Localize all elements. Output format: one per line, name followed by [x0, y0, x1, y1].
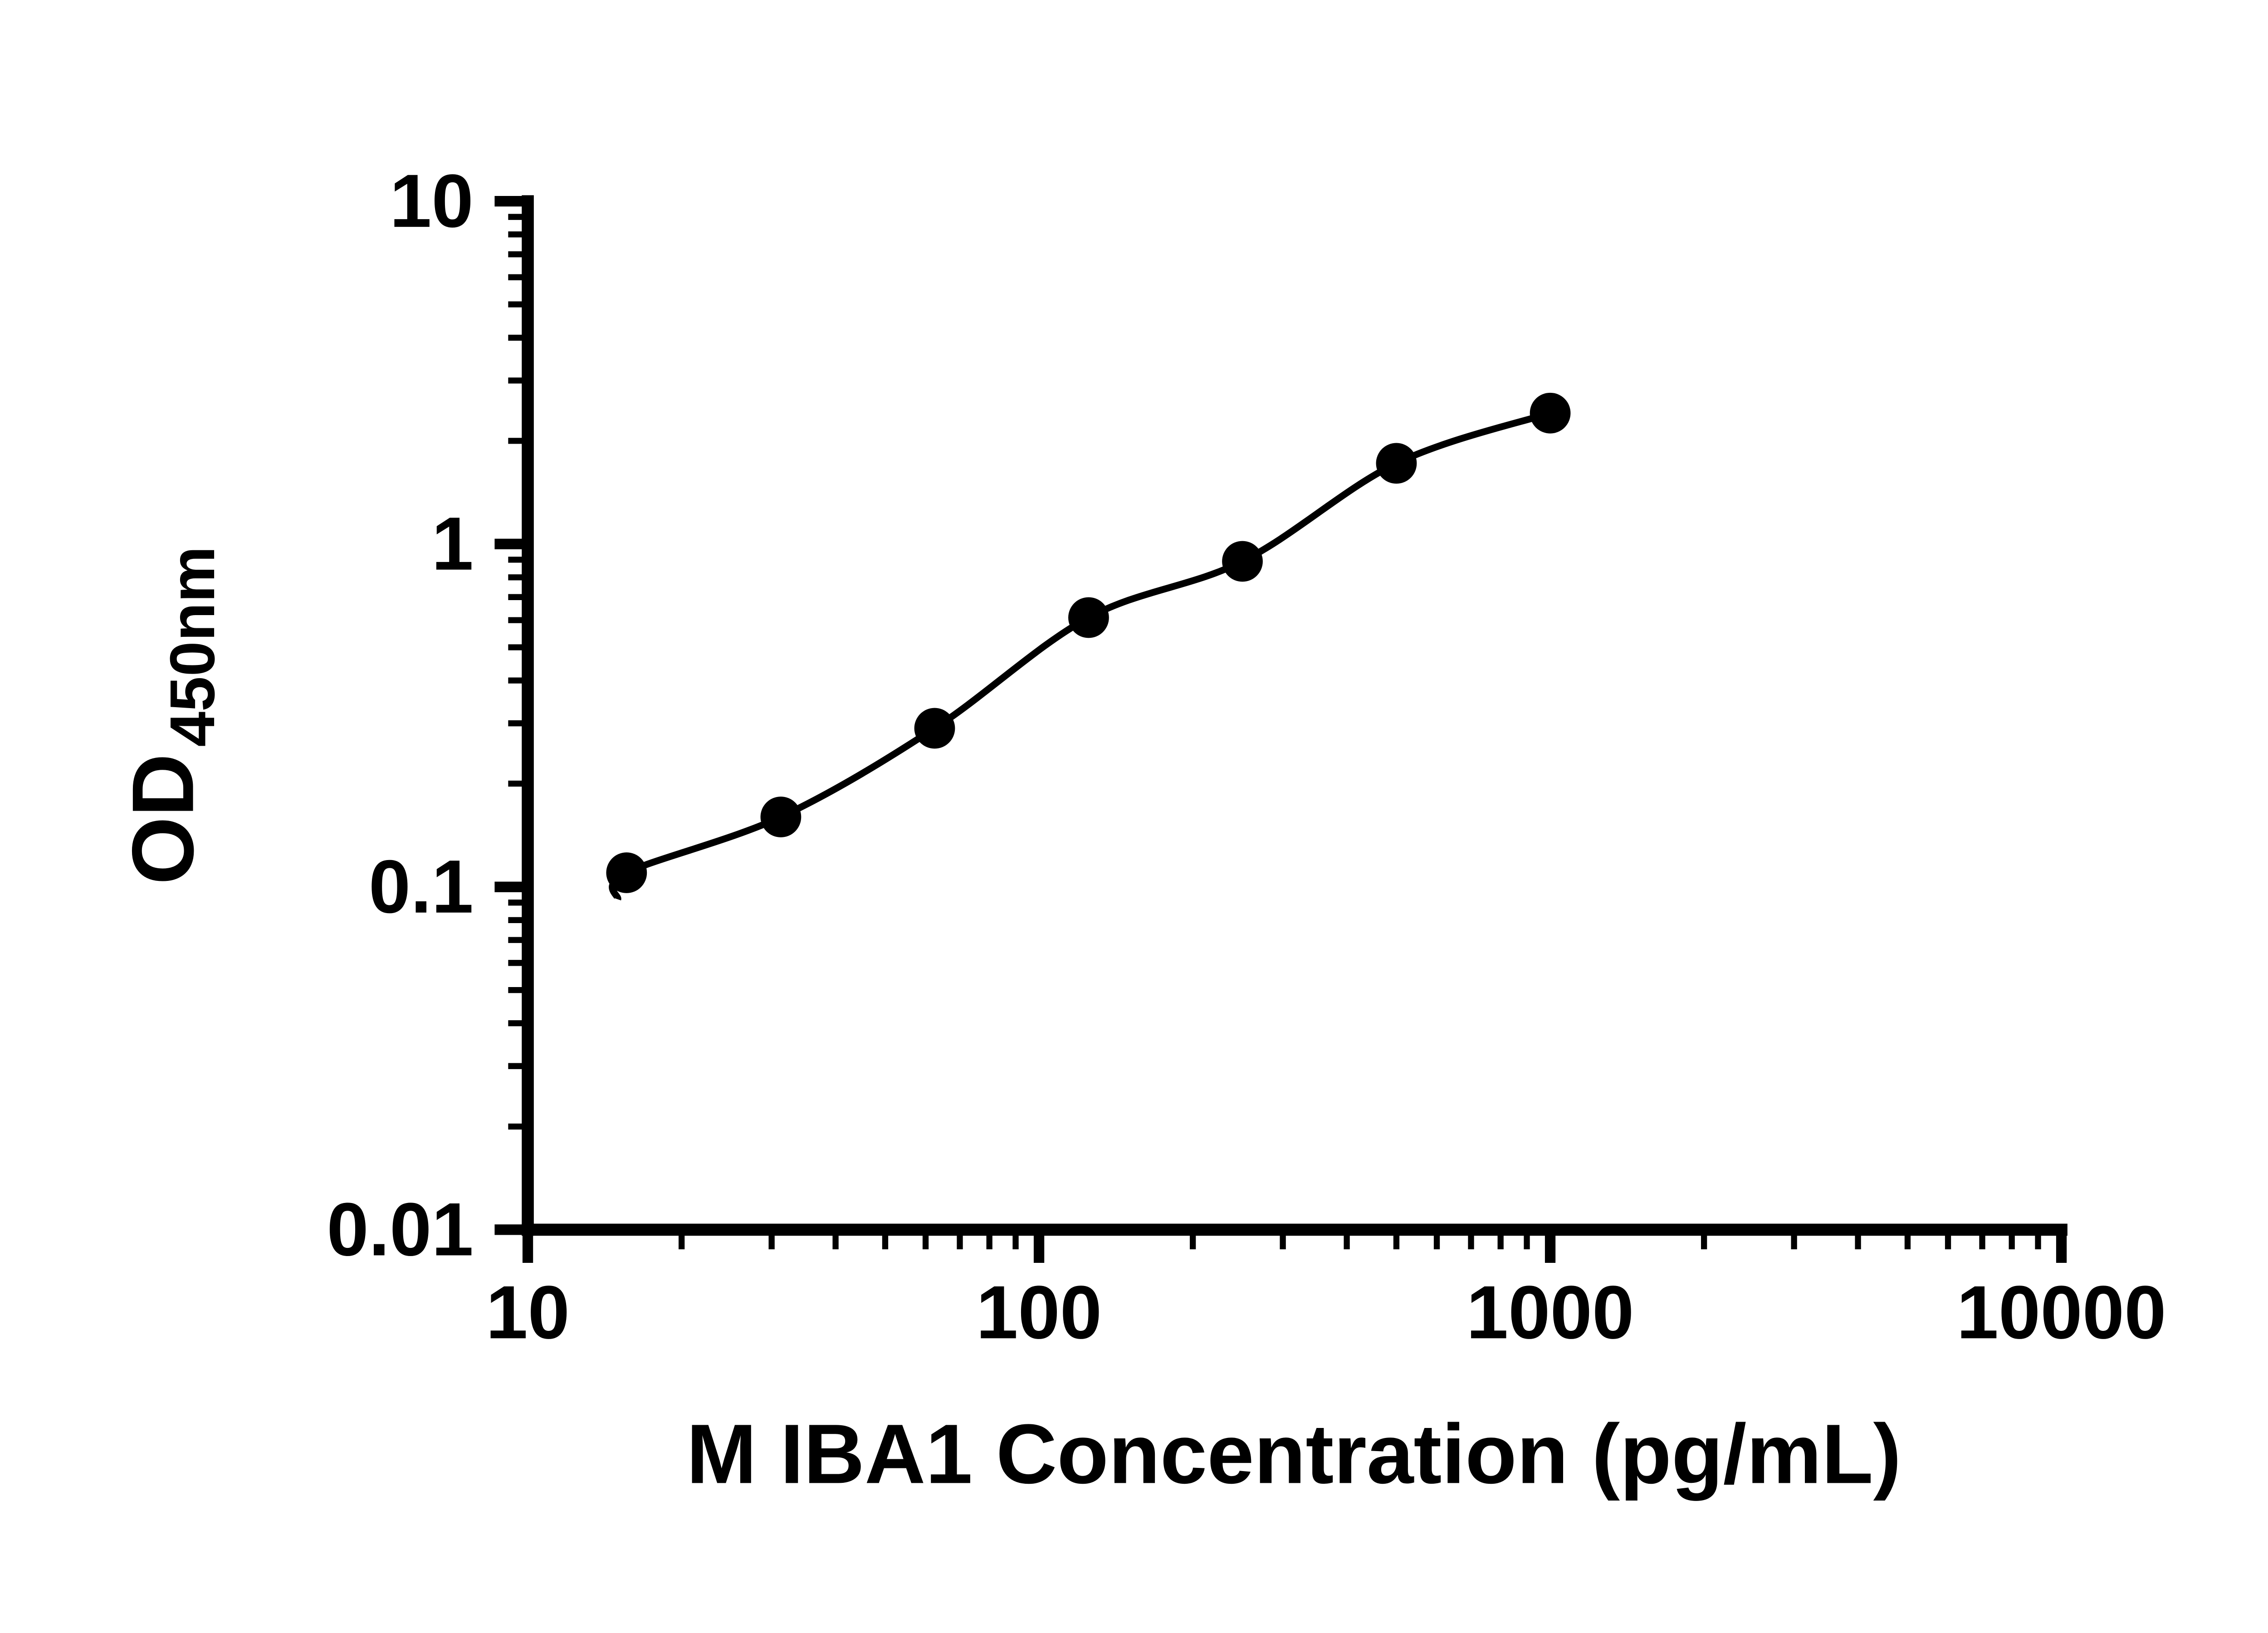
plot-area: 10 100 1000 10000 0.01 0.1 1 10	[327, 159, 2166, 1354]
data-point	[606, 852, 647, 893]
x-tick-label: 10	[486, 1271, 570, 1354]
x-axis-title: M IBA1 Concentration (pg/mL)	[686, 1407, 1901, 1501]
y-axis-title: OD 450nm	[114, 546, 228, 885]
data-point	[1068, 597, 1109, 638]
data-point	[1530, 392, 1571, 434]
y-tick-label: 0.1	[369, 845, 474, 929]
x-tick-label: 100	[976, 1271, 1102, 1354]
x-tick-label: 10000	[1956, 1271, 2166, 1354]
y-tick-label: 1	[431, 502, 473, 586]
data-point	[914, 708, 955, 749]
fit-curve	[609, 410, 1551, 900]
data-point	[1222, 541, 1263, 582]
data-point	[760, 797, 802, 837]
y-axis-title-main: OD	[114, 753, 212, 885]
x-tick-label: 1000	[1466, 1271, 1634, 1354]
y-tick-label: 10	[390, 159, 474, 243]
data-point	[1376, 443, 1417, 484]
y-tick-label: 0.01	[327, 1188, 474, 1271]
y-axis-title-sub: 450nm	[157, 546, 228, 747]
